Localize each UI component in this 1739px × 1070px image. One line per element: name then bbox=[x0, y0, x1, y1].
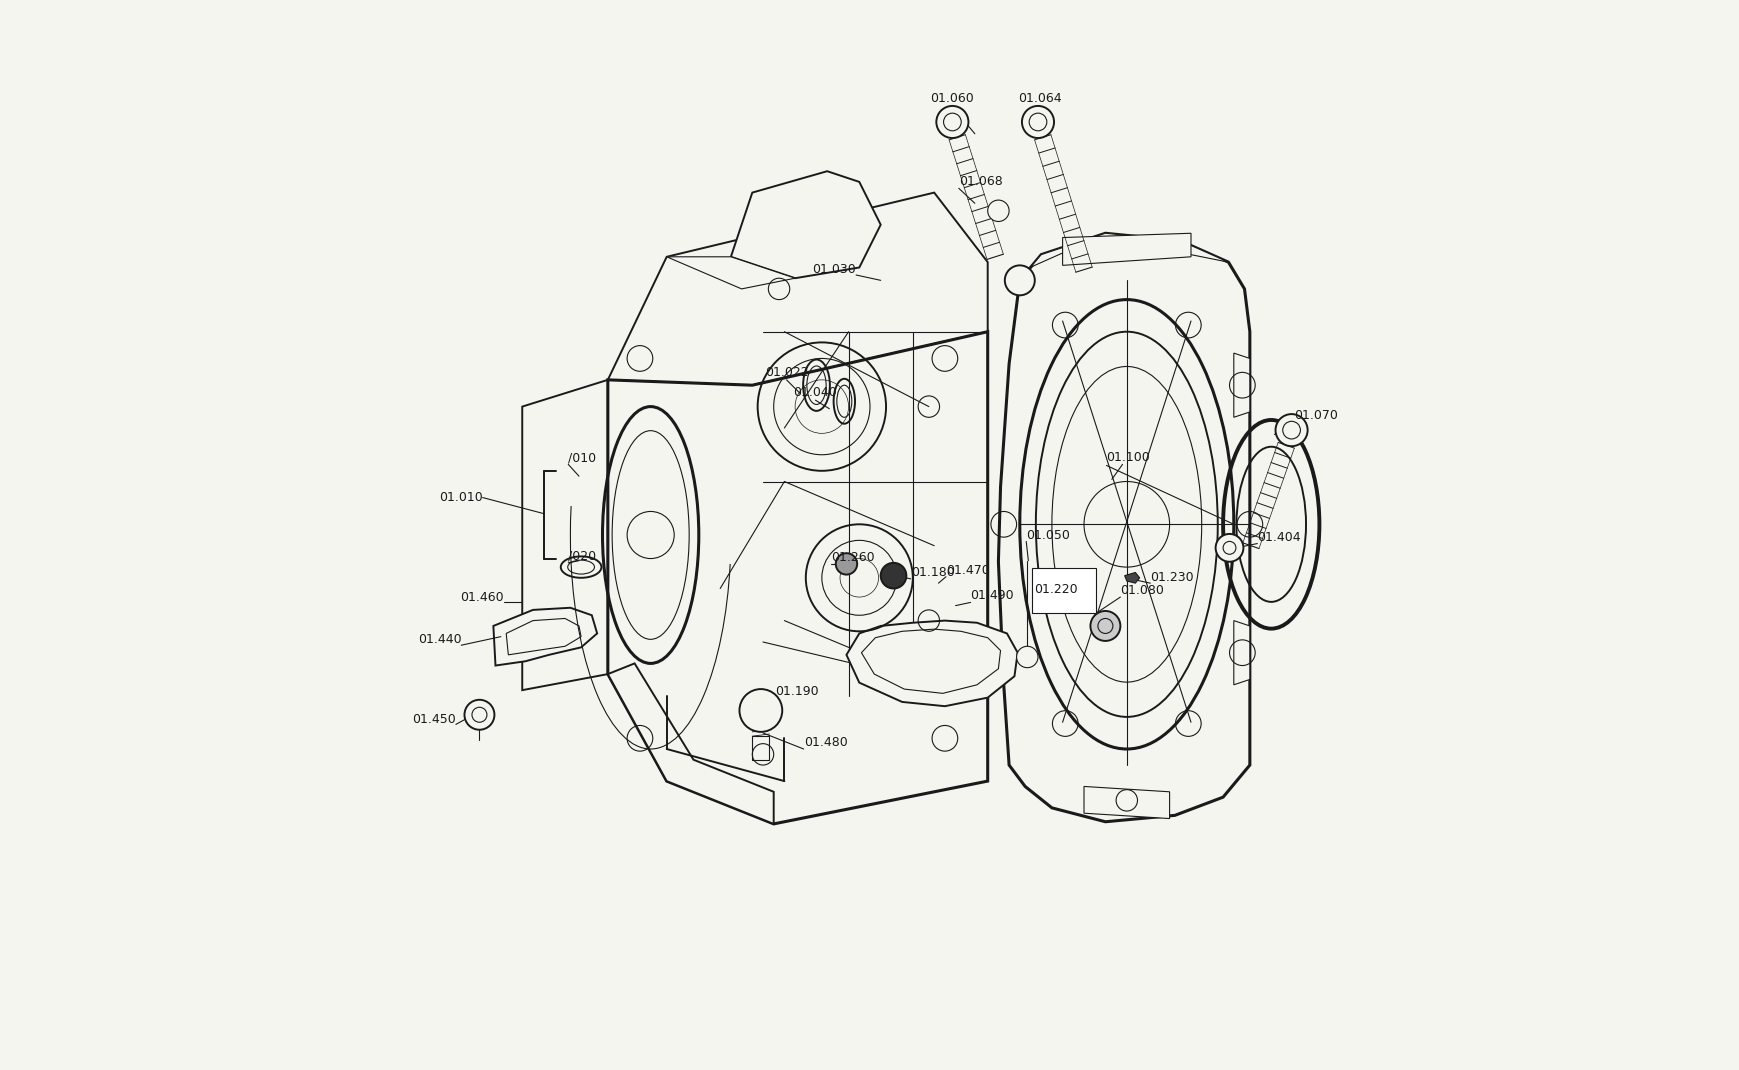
Polygon shape bbox=[607, 663, 774, 824]
Polygon shape bbox=[506, 618, 581, 655]
Circle shape bbox=[1016, 646, 1038, 668]
Text: 01.022: 01.022 bbox=[763, 366, 809, 379]
Polygon shape bbox=[998, 233, 1249, 822]
Text: 01.404: 01.404 bbox=[1257, 531, 1301, 544]
Polygon shape bbox=[730, 171, 880, 278]
Polygon shape bbox=[861, 629, 1000, 693]
Polygon shape bbox=[666, 257, 795, 289]
Polygon shape bbox=[1063, 233, 1189, 265]
Text: 01.080: 01.080 bbox=[1120, 584, 1163, 597]
Text: 01.190: 01.190 bbox=[774, 685, 817, 698]
Text: 01.460: 01.460 bbox=[461, 591, 504, 603]
Polygon shape bbox=[1233, 353, 1249, 417]
Polygon shape bbox=[1233, 621, 1249, 685]
Circle shape bbox=[880, 563, 906, 589]
Polygon shape bbox=[845, 621, 1017, 706]
Text: 01.230: 01.230 bbox=[1149, 571, 1193, 584]
Text: 01.050: 01.050 bbox=[1026, 529, 1069, 541]
Text: /010: /010 bbox=[569, 452, 596, 464]
Text: /020: /020 bbox=[569, 550, 596, 563]
Text: 01.010: 01.010 bbox=[438, 491, 482, 504]
Text: 01.060: 01.060 bbox=[930, 92, 974, 105]
Text: 01.480: 01.480 bbox=[803, 736, 847, 749]
Circle shape bbox=[739, 689, 783, 732]
Text: 01.064: 01.064 bbox=[1017, 92, 1061, 105]
Text: 01.220: 01.220 bbox=[1033, 583, 1076, 596]
Circle shape bbox=[1275, 414, 1308, 446]
Text: 01.440: 01.440 bbox=[417, 633, 461, 646]
Polygon shape bbox=[1019, 233, 1228, 280]
Polygon shape bbox=[494, 608, 596, 666]
Text: 01.070: 01.070 bbox=[1294, 409, 1337, 422]
Text: 01.100: 01.100 bbox=[1106, 452, 1149, 464]
Circle shape bbox=[988, 200, 1009, 221]
Text: 01.260: 01.260 bbox=[831, 551, 875, 564]
Circle shape bbox=[1021, 106, 1054, 138]
Text: 01.030: 01.030 bbox=[812, 263, 856, 276]
Circle shape bbox=[1216, 534, 1243, 562]
FancyBboxPatch shape bbox=[1031, 568, 1096, 613]
Polygon shape bbox=[1123, 572, 1139, 583]
Polygon shape bbox=[522, 380, 607, 690]
Polygon shape bbox=[607, 193, 988, 385]
Text: 01.180: 01.180 bbox=[909, 566, 955, 579]
Text: 01.470: 01.470 bbox=[946, 564, 989, 577]
Circle shape bbox=[1003, 265, 1035, 295]
Text: 01.490: 01.490 bbox=[970, 590, 1014, 602]
Circle shape bbox=[936, 106, 969, 138]
Text: 01.040: 01.040 bbox=[793, 386, 836, 399]
Circle shape bbox=[1090, 611, 1120, 641]
Polygon shape bbox=[1083, 786, 1169, 819]
Text: 01.068: 01.068 bbox=[958, 175, 1002, 188]
Text: 01.450: 01.450 bbox=[412, 713, 456, 725]
Circle shape bbox=[464, 700, 494, 730]
Circle shape bbox=[835, 553, 857, 575]
Polygon shape bbox=[607, 332, 988, 824]
